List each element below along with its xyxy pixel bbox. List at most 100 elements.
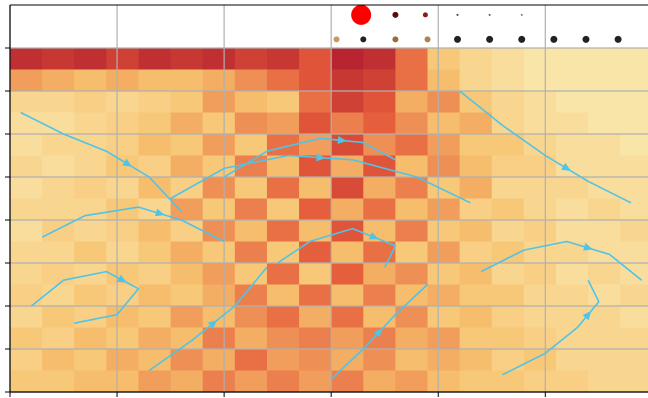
marker (615, 36, 622, 43)
marker (550, 36, 557, 43)
heat-cell (492, 220, 525, 242)
marker (489, 14, 491, 16)
heat-cell (428, 349, 461, 371)
heat-cell (428, 263, 461, 285)
heat-cell (203, 199, 236, 221)
heat-cell (74, 48, 107, 70)
heat-cell (106, 91, 139, 113)
heat-cell (203, 285, 236, 307)
heat-cell (460, 220, 493, 242)
heat-cell (42, 48, 75, 70)
heat-cell (428, 306, 461, 328)
heat-cell (42, 306, 75, 328)
heat-cell (556, 263, 589, 285)
heat-cell (10, 70, 43, 92)
heat-cell (331, 263, 364, 285)
heat-cell (10, 349, 43, 371)
heat-cell (363, 177, 396, 199)
heat-cell (235, 285, 268, 307)
heat-cell (331, 91, 364, 113)
heat-cell (267, 306, 300, 328)
heat-cell (299, 328, 332, 350)
heat-cell (395, 263, 428, 285)
heat-cell (106, 220, 139, 242)
heat-cell (620, 156, 648, 178)
heat-cell (492, 199, 525, 221)
heat-cell (138, 328, 171, 350)
heat-cell (588, 263, 621, 285)
heat-cell (138, 199, 171, 221)
heat-cell (460, 263, 493, 285)
heat-cell (235, 177, 268, 199)
heat-cell (267, 349, 300, 371)
heat-cell (299, 48, 332, 70)
heat-cell (235, 156, 268, 178)
heat-cell (138, 263, 171, 285)
heat-cell (556, 242, 589, 264)
heat-cell (460, 48, 493, 70)
heat-cell (524, 349, 557, 371)
heat-cell (588, 70, 621, 92)
heat-cell (203, 349, 236, 371)
heat-cell (138, 371, 171, 393)
heat-cell (395, 113, 428, 135)
heat-cell (42, 371, 75, 393)
heat-cell (235, 349, 268, 371)
heat-cell (620, 285, 648, 307)
heat-cell (588, 113, 621, 135)
heat-cell (588, 220, 621, 242)
heat-cell (588, 91, 621, 113)
heat-cell (556, 134, 589, 156)
heat-cell (171, 199, 204, 221)
heat-cell (203, 177, 236, 199)
heat-cell (138, 242, 171, 264)
heat-cell (460, 306, 493, 328)
heat-cell (42, 349, 75, 371)
heat-cell (524, 91, 557, 113)
heat-cell (74, 199, 107, 221)
heat-cell (299, 199, 332, 221)
heat-cell (428, 48, 461, 70)
heat-cell (556, 349, 589, 371)
heat-cell (524, 113, 557, 135)
heat-cell (10, 91, 43, 113)
heat-cell (428, 70, 461, 92)
heat-cell (492, 285, 525, 307)
heat-cell (620, 349, 648, 371)
heat-cell (588, 134, 621, 156)
heat-cell (42, 285, 75, 307)
heat-cell (10, 328, 43, 350)
heat-cell (171, 371, 204, 393)
heat-cell (235, 306, 268, 328)
heat-cell (42, 263, 75, 285)
heat-cell (620, 70, 648, 92)
heat-cell (10, 242, 43, 264)
heat-cell (588, 371, 621, 393)
heat-cell (203, 134, 236, 156)
heat-cell (235, 371, 268, 393)
heat-cell (171, 70, 204, 92)
marker (454, 36, 461, 43)
heat-cell (492, 70, 525, 92)
heat-cell (395, 328, 428, 350)
marker (521, 14, 523, 16)
heat-cell (171, 113, 204, 135)
heat-cell (331, 328, 364, 350)
heat-cell (138, 134, 171, 156)
heat-cell (235, 91, 268, 113)
heat-cell (524, 220, 557, 242)
heat-cell (492, 328, 525, 350)
heat-cell (556, 177, 589, 199)
heat-cell (138, 349, 171, 371)
heat-cell (492, 177, 525, 199)
heat-cell (556, 156, 589, 178)
heat-cell (395, 48, 428, 70)
heat-cell (42, 91, 75, 113)
heat-cell (203, 70, 236, 92)
heat-cell (428, 285, 461, 307)
heat-cell (171, 328, 204, 350)
heat-cell (106, 156, 139, 178)
heat-cell (363, 113, 396, 135)
heat-cell (299, 91, 332, 113)
heat-cell (331, 285, 364, 307)
